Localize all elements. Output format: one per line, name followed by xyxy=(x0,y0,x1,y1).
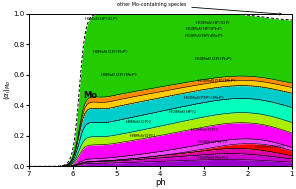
Text: H$_8$Mo$_5$(OP)(MeP): H$_8$Mo$_5$(OP)(MeP) xyxy=(100,71,137,78)
Text: H$_{10}$Mo$_5$(HP)(MeP): H$_{10}$Mo$_5$(HP)(MeP) xyxy=(184,32,224,40)
Text: H$_{10}$Mo$_5$(OP)$_2$: H$_{10}$Mo$_5$(OP)$_2$ xyxy=(189,126,219,133)
Text: H$_{10}$Mo$_5$(OP)(MeP): H$_{10}$Mo$_5$(OP)(MeP) xyxy=(197,77,237,85)
Text: other Mo-containing species: other Mo-containing species xyxy=(117,2,281,15)
Text: H$_{10}$Mo$_5$(OP)(PhP): H$_{10}$Mo$_5$(OP)(PhP) xyxy=(194,56,232,63)
Text: H$_9$Mo$_5$(OP)$_2$: H$_9$Mo$_5$(OP)$_2$ xyxy=(129,132,156,140)
Text: H$_{10}$Mo$_5$(PhP)$_2$: H$_{10}$Mo$_5$(PhP)$_2$ xyxy=(197,138,228,146)
Text: H$_{10}$Mo$_5$(PhP)(MeP): H$_{10}$Mo$_5$(PhP)(MeP) xyxy=(183,95,225,102)
Text: H$_{11}$Mo$_5$(PhP)$_2$: H$_{11}$Mo$_5$(PhP)$_2$ xyxy=(254,143,285,151)
Text: H$_{10}$Mo$_5$(HP)(OP): H$_{10}$Mo$_5$(HP)(OP) xyxy=(195,20,231,27)
Text: H$_8$Mo$_5$(HP)(OP): H$_8$Mo$_5$(HP)(OP) xyxy=(84,15,118,23)
Text: H$_{10}$Mo$_5$(MeP)$_2$: H$_{10}$Mo$_5$(MeP)$_2$ xyxy=(197,154,229,162)
Text: H$_{10}$Mo$_5$(HP)$_2$: H$_{10}$Mo$_5$(HP)$_2$ xyxy=(168,108,197,116)
Text: H$_8$Mo$_5$(OP)(PhP): H$_8$Mo$_5$(OP)(PhP) xyxy=(92,49,128,56)
X-axis label: ph: ph xyxy=(155,178,166,187)
Text: H$_8$Mo$_5$(OP)$_2$: H$_8$Mo$_5$(OP)$_2$ xyxy=(125,118,152,126)
Text: Mo: Mo xyxy=(83,91,97,100)
Text: H$_{10}$Mo$_5$(HP)(PhP): H$_{10}$Mo$_5$(HP)(PhP) xyxy=(185,26,223,33)
Y-axis label: $(\alpha_i)_{Mo}$: $(\alpha_i)_{Mo}$ xyxy=(2,80,12,100)
